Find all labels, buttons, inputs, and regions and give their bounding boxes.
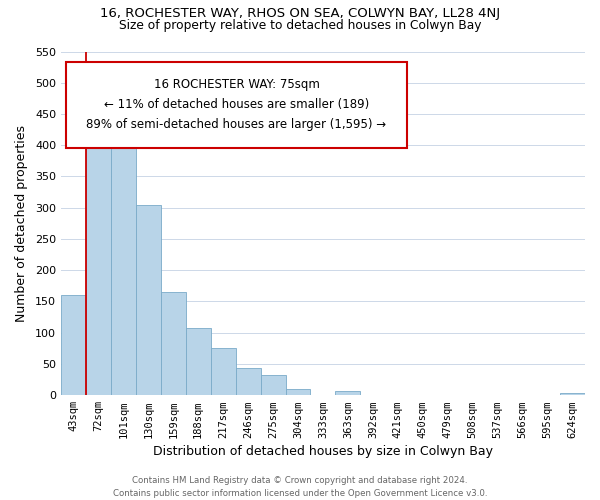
Bar	[86, 114, 111, 395]
Bar	[61, 295, 86, 395]
Bar	[211, 348, 236, 395]
X-axis label: Distribution of detached houses by size in Colwyn Bay: Distribution of detached houses by size …	[153, 444, 493, 458]
Text: Size of property relative to detached houses in Colwyn Bay: Size of property relative to detached ho…	[119, 18, 481, 32]
Bar	[560, 394, 585, 395]
Bar	[186, 328, 211, 395]
Bar	[136, 204, 161, 395]
FancyBboxPatch shape	[66, 62, 407, 148]
Bar	[335, 391, 361, 395]
Text: 16, ROCHESTER WAY, RHOS ON SEA, COLWYN BAY, LL28 4NJ: 16, ROCHESTER WAY, RHOS ON SEA, COLWYN B…	[100, 8, 500, 20]
Y-axis label: Number of detached properties: Number of detached properties	[15, 125, 28, 322]
Bar	[286, 389, 310, 395]
Bar	[111, 120, 136, 395]
Bar	[236, 368, 260, 395]
Bar	[161, 292, 186, 395]
Text: Contains HM Land Registry data © Crown copyright and database right 2024.
Contai: Contains HM Land Registry data © Crown c…	[113, 476, 487, 498]
Text: 16 ROCHESTER WAY: 75sqm
← 11% of detached houses are smaller (189)
89% of semi-d: 16 ROCHESTER WAY: 75sqm ← 11% of detache…	[86, 78, 386, 132]
Bar	[260, 374, 286, 395]
